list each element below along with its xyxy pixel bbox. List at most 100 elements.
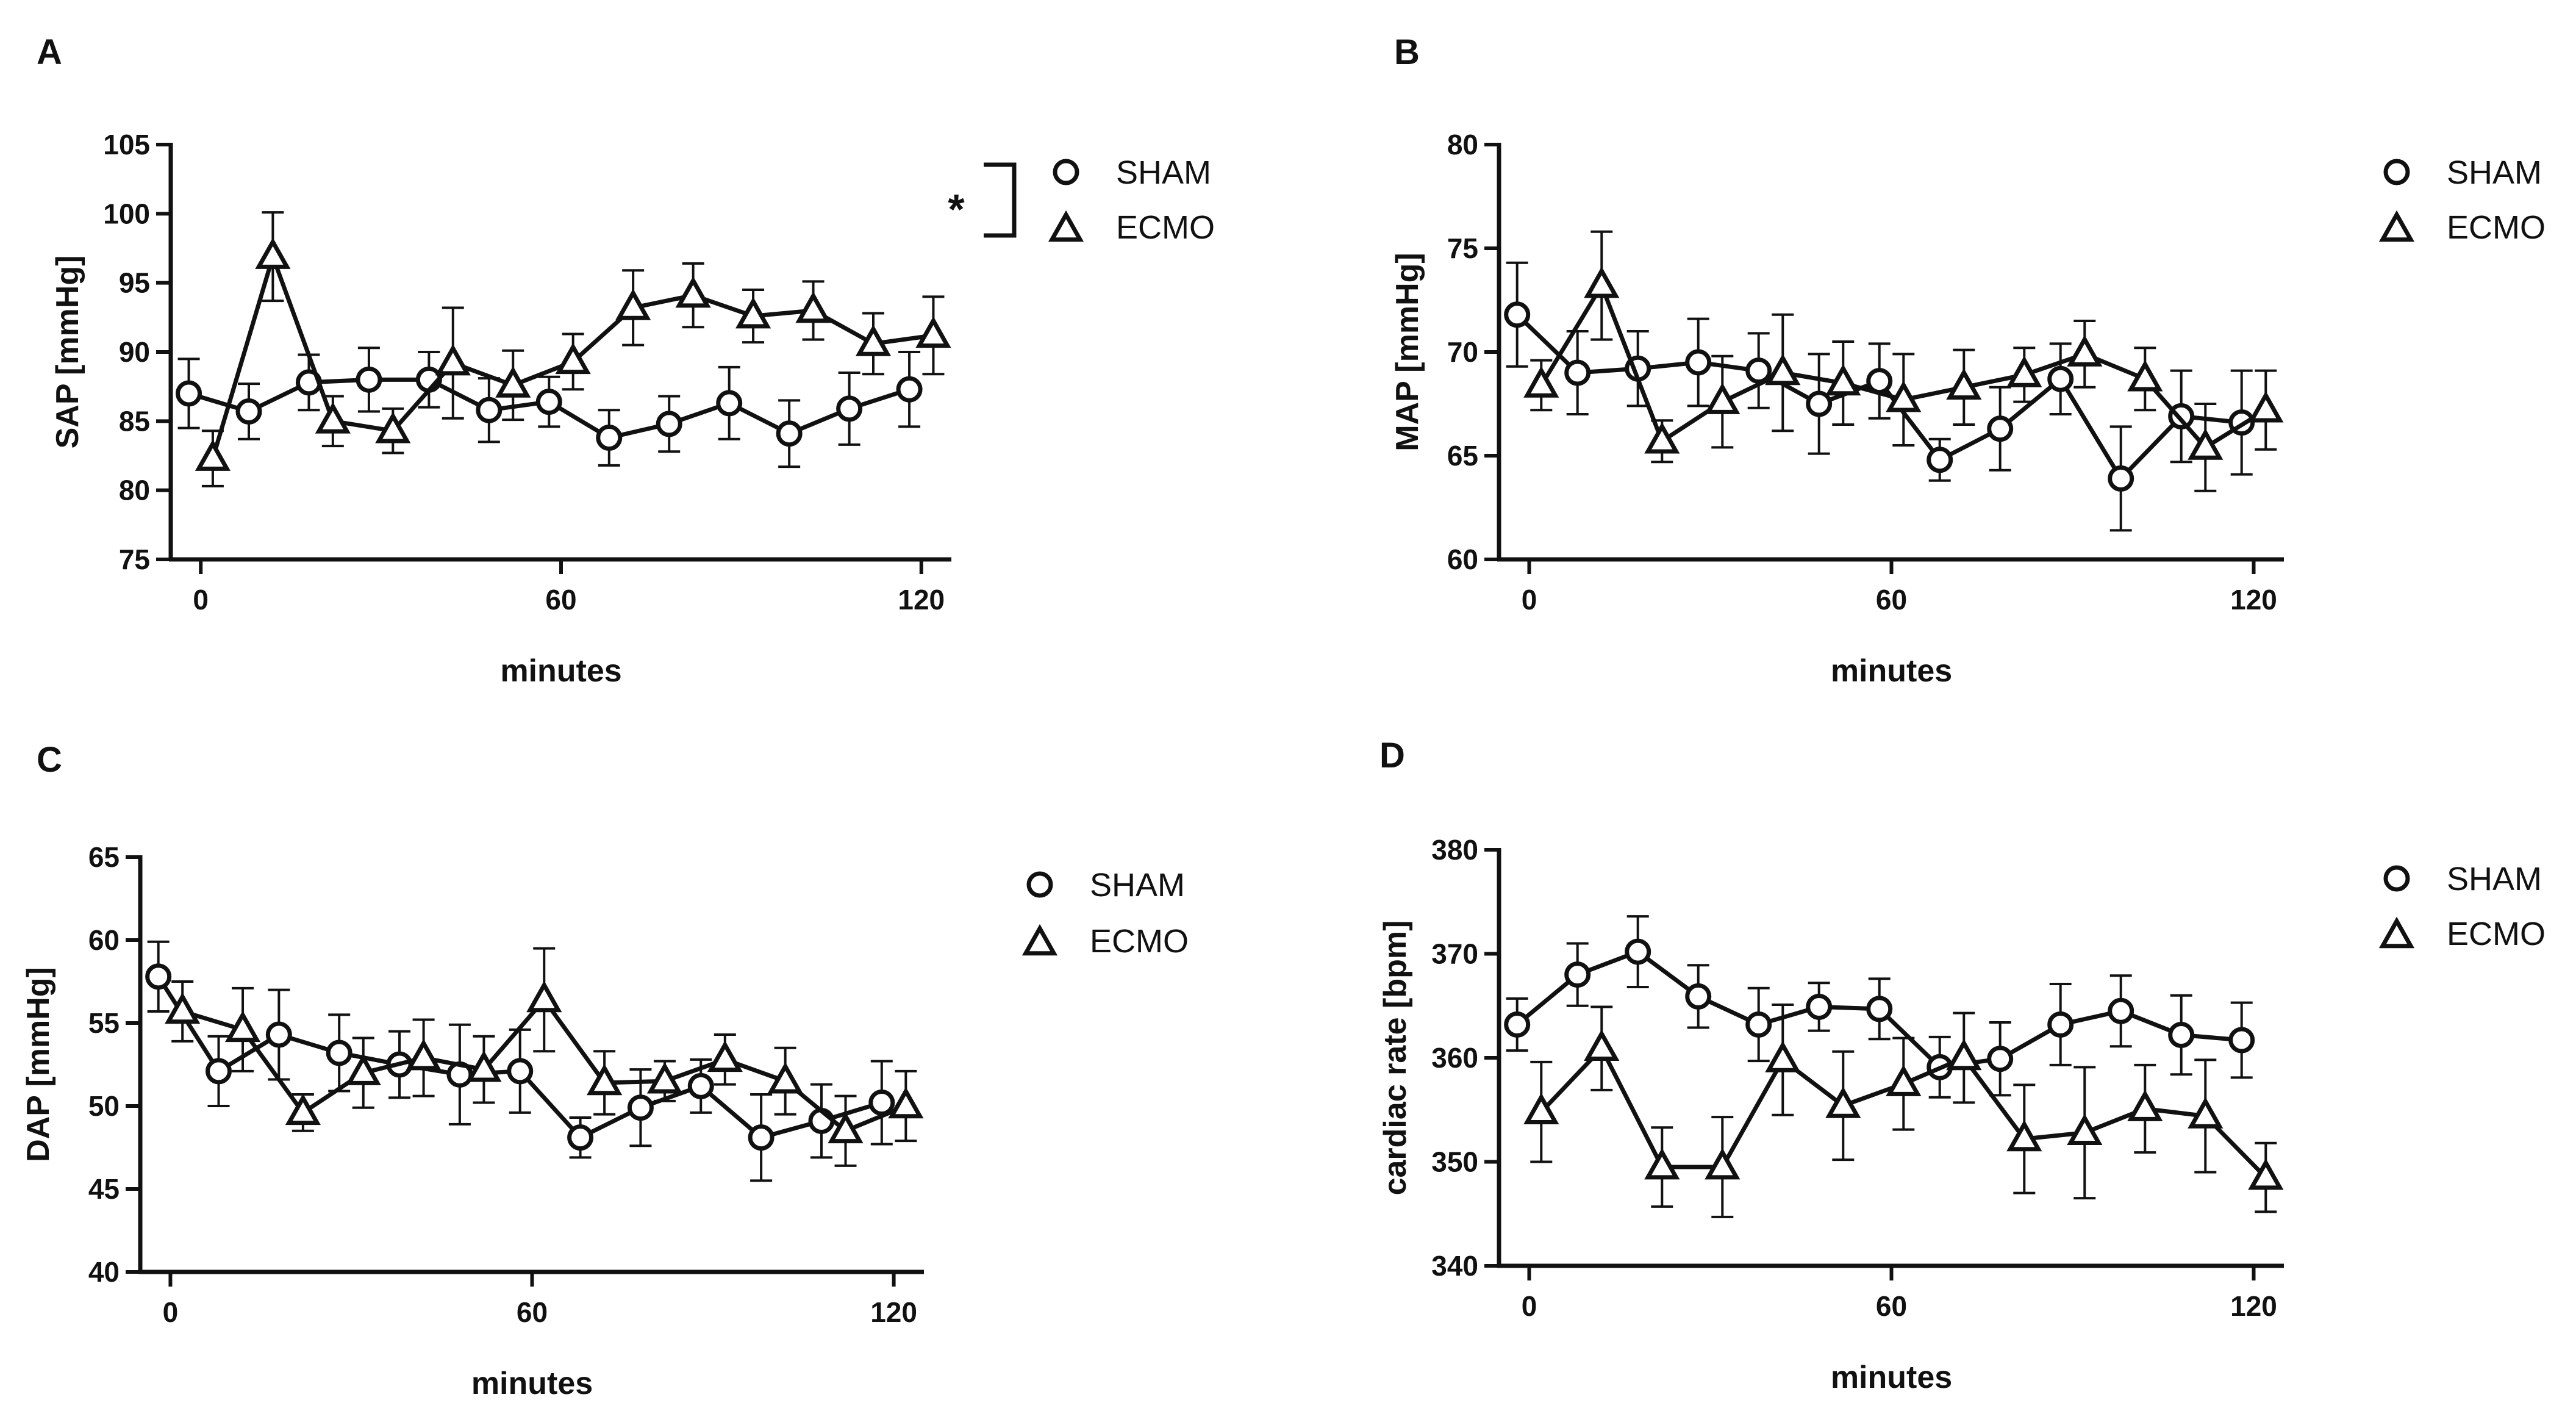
data-point-sham	[1504, 1011, 1531, 1038]
legend-triangle-icon	[1048, 210, 1084, 242]
data-point-ecmo	[587, 1063, 623, 1096]
data-point-ecmo	[1946, 368, 1982, 400]
x-tick-label: 0	[163, 1296, 179, 1328]
y-axis-title: cardiac rate [bpm]	[1378, 921, 1413, 1196]
legend-circle-icon	[1026, 871, 1053, 898]
y-tick-label: 40	[88, 1256, 120, 1288]
data-point-sham	[2047, 1011, 2074, 1038]
data-point-ecmo	[1644, 422, 1680, 454]
data-point-sham	[2168, 1021, 2195, 1048]
legend-label: ECMO	[1090, 923, 1189, 960]
x-axis-title: minutes	[1831, 1360, 1952, 1395]
legend-circle-icon	[2383, 865, 2410, 892]
data-point-sham	[356, 366, 382, 393]
y-axis-title: DAP [mmHg]	[21, 967, 56, 1162]
data-point-sham	[1745, 357, 1772, 384]
data-point-sham	[716, 390, 743, 417]
data-point-ecmo	[1886, 380, 1922, 412]
data-point-sham	[836, 395, 863, 422]
legend-label: SHAM	[2447, 861, 2542, 897]
significance-bracket	[984, 162, 1017, 238]
legend-label: ECMO	[1116, 209, 1215, 246]
series-ecmo	[195, 211, 951, 487]
data-point-ecmo	[195, 439, 231, 471]
y-tick-label: 60	[1447, 544, 1478, 575]
data-point-ecmo	[1523, 366, 1559, 398]
data-point-ecmo	[735, 296, 771, 329]
data-point-ecmo	[2248, 1158, 2284, 1190]
data-point-sham	[1685, 983, 1712, 1010]
y-tick-label: 80	[1447, 129, 1478, 160]
data-point-ecmo	[466, 1050, 502, 1082]
x-axis-title: minutes	[471, 1366, 593, 1401]
data-point-ecmo	[915, 316, 951, 348]
data-point-ecmo	[1584, 266, 1620, 298]
y-tick-label: 85	[119, 405, 150, 437]
legend-triangle-icon	[1021, 924, 1058, 956]
data-point-ecmo	[1825, 364, 1861, 396]
data-point-ecmo	[1705, 382, 1741, 414]
legend-triangle-icon	[2378, 916, 2415, 949]
panel-letter: D	[1379, 736, 1405, 775]
data-point-sham	[1504, 301, 1531, 328]
legend-triangle-icon	[2378, 210, 2415, 242]
legend: SHAM ECMO	[2378, 861, 2546, 952]
y-tick-label: 45	[88, 1173, 120, 1205]
y-tick-label: 65	[88, 841, 120, 873]
data-point-ecmo	[165, 992, 201, 1024]
data-point-sham	[1987, 1046, 2014, 1072]
data-point-ecmo	[2188, 428, 2224, 460]
legend-circle-icon	[1053, 159, 1079, 185]
y-tick-label: 100	[103, 198, 150, 229]
data-point-ecmo	[646, 1061, 683, 1094]
chart-panel-c: C 40 45 50 55 60 65 0 60 120 minutes DAP [mmHg] SHAM…	[21, 740, 1189, 1401]
data-point-sham	[896, 376, 923, 403]
x-tick-label: 120	[2230, 584, 2277, 616]
legend-circle-icon	[2383, 159, 2410, 185]
data-point-ecmo	[855, 325, 892, 356]
panel-letter: A	[37, 32, 62, 72]
series-sham	[176, 347, 923, 469]
data-point-sham	[1806, 390, 1833, 417]
y-tick-label: 380	[1431, 834, 1478, 866]
x-tick-label: 120	[898, 584, 945, 616]
y-tick-label: 360	[1431, 1042, 1478, 1074]
x-axis-title: minutes	[500, 653, 621, 689]
y-tick-label: 80	[119, 475, 150, 506]
x-axis-title: minutes	[1831, 653, 1952, 689]
y-tick-label: 340	[1431, 1250, 1478, 1282]
data-point-sham	[476, 397, 503, 423]
x-tick-label: 60	[1876, 584, 1907, 616]
y-tick-label: 75	[119, 544, 150, 575]
x-tick-label: 60	[517, 1296, 548, 1328]
data-point-sham	[1866, 996, 1893, 1022]
data-point-ecmo	[2006, 356, 2042, 387]
data-point-sham	[687, 1072, 714, 1099]
data-point-ecmo	[345, 1054, 381, 1085]
legend: SHAM ECMO *	[948, 154, 1215, 246]
legend-label: ECMO	[2447, 209, 2546, 246]
data-point-ecmo	[767, 1061, 803, 1094]
data-point-ecmo	[2067, 335, 2103, 367]
significance-star: *	[948, 185, 965, 233]
data-point-sham	[1564, 961, 1591, 988]
data-point-sham	[145, 963, 172, 990]
data-point-ecmo	[1946, 1038, 1982, 1071]
y-tick-label: 75	[1447, 232, 1478, 264]
data-point-ecmo	[2127, 359, 2163, 392]
data-point-sham	[326, 1040, 352, 1066]
legend-label: SHAM	[1116, 154, 1211, 191]
legend-label: SHAM	[1090, 867, 1185, 903]
series-sham	[145, 940, 895, 1182]
data-point-ecmo	[615, 289, 651, 320]
data-point-ecmo	[555, 342, 591, 375]
data-point-sham	[776, 420, 803, 447]
data-point-sham	[868, 1090, 895, 1116]
data-point-sham	[235, 398, 262, 425]
legend: SHAM ECMO	[2378, 154, 2546, 246]
data-point-ecmo	[795, 291, 831, 323]
x-tick-label: 0	[193, 584, 209, 616]
x-tick-label: 60	[1876, 1290, 1907, 1322]
data-point-ecmo	[1705, 1147, 1741, 1180]
